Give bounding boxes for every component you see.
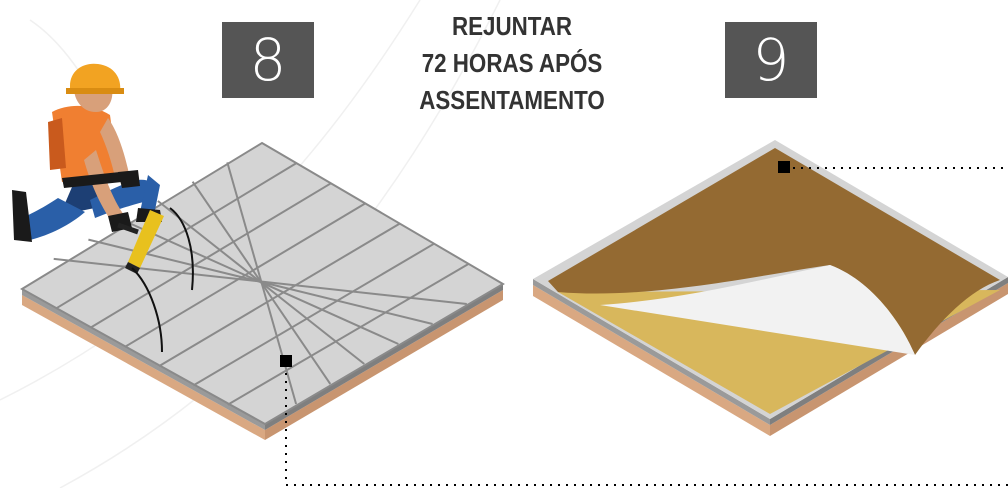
- tile-grout-lines: [53, 162, 470, 406]
- construction-worker-icon: [12, 63, 162, 242]
- protective-cover: [548, 148, 1000, 355]
- step-number-8: 8: [222, 22, 314, 98]
- step-heading: REJUNTAR 72 HORAS APÓS ASSENTAMENTO: [374, 8, 649, 119]
- covered-floor-slab: [533, 140, 1008, 436]
- marker-right: [778, 161, 790, 173]
- heading-line-3: ASSENTAMENTO: [419, 85, 605, 115]
- marker-left: [280, 355, 292, 367]
- step-number-9: 9: [725, 22, 817, 98]
- heading-line-1: REJUNTAR: [451, 11, 573, 41]
- grout-strokes: [131, 207, 194, 353]
- heading-line-2: 72 HORAS APÓS: [421, 48, 603, 78]
- peeled-corner: [600, 265, 915, 355]
- connector-lines: [285, 167, 1008, 486]
- tiled-floor-slab: [20, 141, 505, 440]
